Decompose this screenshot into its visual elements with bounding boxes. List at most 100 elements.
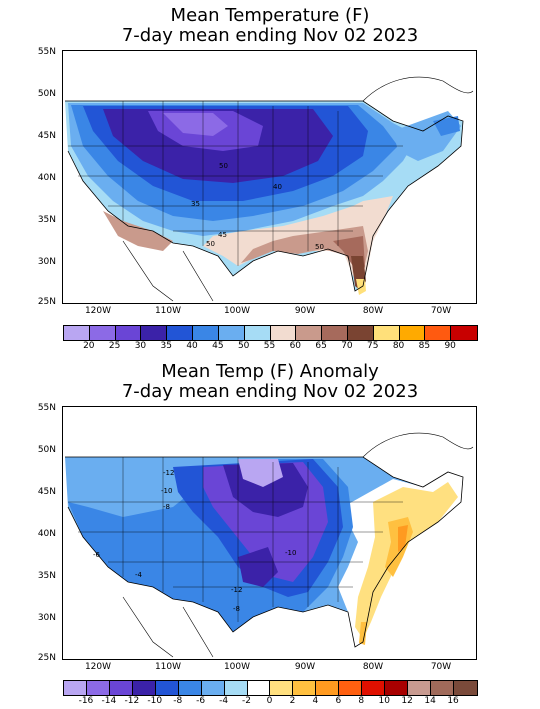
panel2-contour-label: -12 (163, 469, 174, 477)
colorbar-label: 10 (378, 696, 390, 706)
panel2-border-lines (122, 432, 474, 658)
panel1-contour-label: 40 (273, 183, 282, 191)
colorbar-swatch (201, 681, 225, 695)
colorbar-label: -14 (101, 696, 117, 706)
colorbar-swatch (178, 681, 202, 695)
colorbar-label: 6 (335, 696, 342, 706)
panel1-lat-label: 55N (37, 47, 56, 57)
panel2-anomaly-2 (355, 482, 458, 639)
colorbar-swatch (89, 326, 116, 340)
colorbar-swatch (347, 326, 374, 340)
panel1-lon-label: 70W (430, 306, 452, 316)
panel1-lon-label: 110W (154, 306, 182, 316)
panel2-lon-label: 100W (223, 662, 251, 672)
panel2-anomaly-6 (398, 525, 408, 552)
colorbar-swatch (385, 681, 409, 695)
colorbar-swatch (270, 681, 294, 695)
colorbar-swatch (86, 681, 110, 695)
colorbar-swatch (399, 326, 426, 340)
colorbar-swatch (115, 326, 142, 340)
colorbar-label: 12 (401, 696, 413, 706)
colorbar-label: 4 (312, 696, 319, 706)
colorbar-swatch (296, 326, 323, 340)
panel2-anomaly-fl (359, 622, 367, 645)
colorbar-label: 75 (367, 341, 379, 351)
colorbar-label: 16 (447, 696, 459, 706)
colorbar-swatch (322, 326, 348, 340)
colorbar-swatch (373, 326, 400, 340)
colorbar-label: 55 (263, 341, 276, 351)
panel1-contour-label: 35 (191, 200, 200, 208)
panel2-lat-label: 50N (37, 445, 56, 455)
panel2-lon-label: 110W (154, 662, 182, 672)
colorbar-label: -12 (124, 696, 140, 706)
panel2-contour-label: -10 (161, 487, 172, 495)
panel2-contour-label: -4 (135, 571, 143, 579)
colorbar-label: 90 (444, 341, 456, 351)
colorbar-swatch (453, 681, 477, 695)
colorbar-swatch (218, 326, 245, 340)
panel1-lat-label: 45N (37, 131, 56, 141)
panel2-contour-label: -12 (231, 586, 242, 594)
colorbar-label: 40 (186, 341, 198, 351)
colorbar-swatch (64, 326, 90, 340)
colorbar-swatch (431, 681, 454, 695)
colorbar-label: 30 (134, 341, 147, 351)
panel2-lat-label: 30N (37, 613, 56, 623)
panel1-band-25 (163, 113, 228, 136)
panel1-lat-label: 50N (37, 89, 56, 99)
colorbar-swatch (141, 326, 168, 340)
panel2-coastline (65, 456, 464, 648)
panel1-contour-label: 45 (218, 231, 227, 239)
colorbar-label: 2 (289, 696, 296, 706)
colorbar-label: 0 (266, 696, 273, 706)
panel1-contour-label: 50 (206, 240, 215, 248)
colorbar-label: -4 (219, 696, 229, 706)
panel1-border-lines (122, 76, 474, 302)
colorbar-swatch (339, 681, 363, 695)
panel2-contour-label: -8 (233, 605, 240, 613)
panel1-title-line1: Mean Temperature (F) (170, 5, 370, 26)
colorbar-swatch (193, 326, 219, 340)
colorbar-swatch (408, 681, 431, 695)
panel2-anomaly-neg16 (238, 459, 283, 487)
colorbar-swatch (316, 681, 340, 695)
colorbar-swatch (293, 681, 317, 695)
colorbar-label: -8 (173, 696, 183, 706)
colorbar-label: 80 (392, 341, 405, 351)
panel2-lon-label: 70W (430, 662, 452, 672)
panel2-lat-label: 35N (37, 571, 56, 581)
panel1-lat-label: 40N (37, 173, 56, 183)
panel1-lon-label: 80W (362, 306, 384, 316)
panel2-lat-label: 55N (37, 403, 56, 413)
colorbar-swatch (244, 326, 271, 340)
colorbar-label: -2 (242, 696, 252, 706)
colorbar-label: 35 (160, 341, 172, 351)
colorbar-label: 8 (358, 696, 365, 706)
panel2-state-lines (68, 457, 403, 622)
panel1-colorbar (63, 325, 478, 341)
panel2-title-line1: Mean Temp (F) Anomaly (161, 361, 379, 382)
panel2-map: -12 -10 -8 -6 -4 -10 -12 -8 (62, 406, 477, 660)
colorbar-label: 20 (83, 341, 95, 351)
panel1-coastline (65, 100, 464, 292)
panel1-lat-label: 35N (37, 215, 56, 225)
panel1-lon-label: 100W (223, 306, 251, 316)
colorbar-swatch (167, 326, 194, 340)
panel1-lon-label: 90W (294, 306, 316, 316)
panel1-contour-label: 50 (315, 243, 324, 251)
panel2-lon-label: 90W (294, 662, 316, 672)
colorbar-swatch (224, 681, 248, 695)
colorbar-label: 70 (341, 341, 353, 351)
colorbar-swatch (362, 681, 386, 695)
panel1-state-lines (68, 101, 403, 266)
colorbar-swatch (270, 326, 297, 340)
panel2-contour-label: -8 (163, 503, 170, 511)
panel2-anomaly-neg12-south (238, 547, 278, 587)
panel2-lon-label: 120W (84, 662, 112, 672)
panel1-lat-label: 25N (37, 297, 56, 307)
colorbar-label: 65 (315, 341, 327, 351)
colorbar-label: 14 (424, 696, 436, 706)
panel1-map: 50 40 35 50 45 50 (62, 50, 477, 304)
panel2-colorbar (63, 680, 478, 696)
